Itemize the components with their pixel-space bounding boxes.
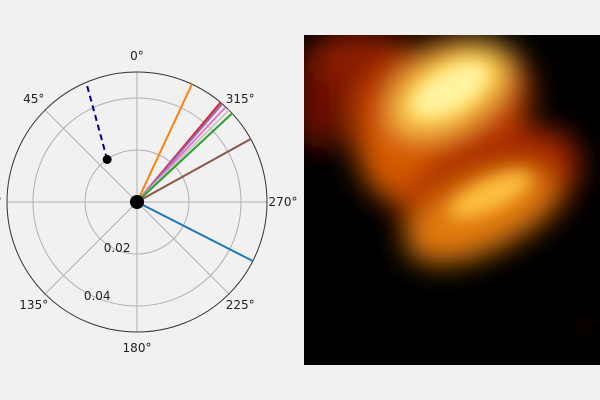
theta-gridline [44, 109, 138, 203]
theta-tick-label: 270° [269, 195, 298, 209]
ray-line [136, 83, 193, 203]
ray-line [136, 201, 254, 262]
theta-gridline [136, 201, 230, 295]
theta-gridline [44, 201, 138, 295]
r-tick-label: 0.04 [84, 289, 111, 303]
theta-tick-label: 90° [0, 195, 2, 209]
theta-tick-label: 0° [130, 49, 144, 63]
ray-line [136, 138, 252, 203]
r-tick-label: 0.02 [104, 241, 131, 255]
r-gridline [32, 97, 242, 307]
theta-tick-label: 225° [226, 298, 255, 312]
heatmap-peaks [412, 62, 591, 329]
ray-line [136, 112, 233, 203]
polar-frame [6, 71, 268, 333]
dashed-line [85, 82, 109, 160]
theta-tick-label: 135° [19, 298, 48, 312]
heatmap-image [304, 35, 600, 365]
theta-tick-label: 180° [123, 341, 152, 355]
polar-axes: 0° 45° 90° 135° 180° 225° 270° 315° 0.02 0.04 [0, 49, 297, 355]
origin-marker [130, 195, 144, 209]
theta-tick-label: 45° [23, 92, 44, 106]
point-marker [102, 154, 112, 164]
r-gridline [84, 149, 190, 255]
theta-tick-label: 315° [226, 92, 255, 106]
